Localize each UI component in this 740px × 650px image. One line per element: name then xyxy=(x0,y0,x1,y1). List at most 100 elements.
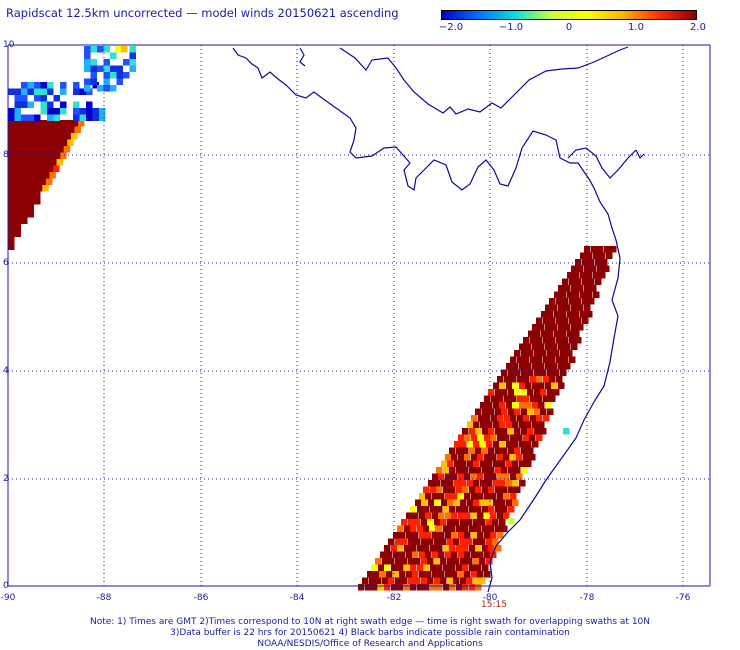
wind-cell xyxy=(530,376,537,383)
wind-cell xyxy=(66,133,73,140)
wind-cell xyxy=(564,343,571,350)
wind-cell xyxy=(456,486,463,493)
wind-cell xyxy=(580,311,587,318)
wind-cell xyxy=(430,506,437,513)
wind-cell xyxy=(501,369,508,376)
wind-cell xyxy=(475,447,482,454)
wind-cell xyxy=(42,185,49,192)
wind-cell xyxy=(458,551,465,558)
wind-cell xyxy=(451,571,458,578)
wind-cell xyxy=(482,428,489,435)
wind-cell xyxy=(90,78,97,85)
wind-cell xyxy=(408,577,415,584)
wind-cell xyxy=(451,551,458,558)
wind-cell xyxy=(458,473,465,480)
wind-cell xyxy=(543,337,550,344)
wind-cell xyxy=(53,146,60,153)
wind-cell xyxy=(129,65,136,72)
wind-cell xyxy=(90,65,97,72)
wind-cell xyxy=(508,389,515,396)
wind-cell xyxy=(365,584,372,591)
wind-cell xyxy=(14,88,21,95)
wind-cell xyxy=(408,538,415,545)
wind-cell xyxy=(449,447,456,454)
wind-cell xyxy=(564,324,571,331)
wind-cell xyxy=(432,571,439,578)
wind-cell xyxy=(503,434,510,441)
wind-cell xyxy=(569,356,576,363)
wind-cell xyxy=(492,519,499,526)
wind-cell xyxy=(519,421,526,428)
wind-cell xyxy=(21,146,28,153)
wind-cell xyxy=(423,525,430,532)
wind-cell xyxy=(501,428,508,435)
wind-cell xyxy=(27,88,34,95)
wind-cell xyxy=(514,389,521,396)
wind-cell xyxy=(410,525,417,532)
wind-cell xyxy=(540,408,547,415)
wind-cell xyxy=(21,152,28,159)
wind-cell xyxy=(512,499,519,506)
wind-cell xyxy=(558,363,565,370)
wind-cell xyxy=(510,395,517,402)
wind-cell xyxy=(79,88,86,95)
colorbar-label: 2.0 xyxy=(690,22,706,33)
wind-cell xyxy=(460,577,467,584)
wind-cell xyxy=(47,114,54,121)
wind-cell xyxy=(534,350,541,357)
wind-cell xyxy=(490,532,497,539)
wind-cell xyxy=(488,389,495,396)
x-tick-label: -82 xyxy=(386,593,402,603)
wind-cell xyxy=(575,317,582,324)
wind-cell xyxy=(428,499,435,506)
wind-cell xyxy=(534,369,541,376)
wind-cell xyxy=(421,538,428,545)
wind-cell xyxy=(419,571,426,578)
y-tick-label: 6 xyxy=(3,258,9,268)
wind-cell xyxy=(66,126,73,133)
wind-cell xyxy=(8,243,15,250)
wind-cell xyxy=(432,551,439,558)
wind-cell xyxy=(466,538,473,545)
wind-cell xyxy=(458,532,465,539)
wind-cell xyxy=(47,82,54,89)
wind-cell xyxy=(84,59,91,66)
wind-cell xyxy=(53,95,60,102)
wind-cell xyxy=(514,447,521,454)
wind-cell xyxy=(445,493,452,500)
wind-cell xyxy=(401,538,408,545)
wind-cell xyxy=(519,480,526,487)
wind-cell xyxy=(384,545,391,552)
wind-cell xyxy=(92,82,99,89)
wind-cell xyxy=(436,486,443,493)
wind-cell xyxy=(475,506,482,513)
wind-cell xyxy=(493,382,500,389)
x-tick-label: -88 xyxy=(96,593,112,603)
wind-cell xyxy=(540,350,547,357)
coastline-path xyxy=(232,47,621,593)
wind-cell xyxy=(495,447,502,454)
wind-cell xyxy=(406,532,413,539)
wind-cell xyxy=(447,577,454,584)
wind-cell xyxy=(447,519,454,526)
wind-cell xyxy=(47,165,54,172)
wind-cell xyxy=(40,108,47,115)
wind-cell xyxy=(504,415,511,422)
wind-cell xyxy=(593,272,600,279)
wind-cell xyxy=(47,120,54,127)
wind-cell xyxy=(34,139,41,146)
wind-cell xyxy=(464,571,471,578)
wind-cell xyxy=(469,584,476,591)
wind-cell xyxy=(499,402,506,409)
wind-cell xyxy=(528,330,535,337)
wind-cell xyxy=(525,441,532,448)
wind-cell xyxy=(40,139,47,146)
wind-cell xyxy=(21,185,28,192)
wind-cell xyxy=(593,252,600,259)
wind-cell xyxy=(471,473,478,480)
wind-cell xyxy=(47,126,54,133)
wind-cell xyxy=(488,545,495,552)
wind-cell xyxy=(60,146,67,153)
wind-cell xyxy=(410,584,417,591)
wind-cell xyxy=(486,538,493,545)
